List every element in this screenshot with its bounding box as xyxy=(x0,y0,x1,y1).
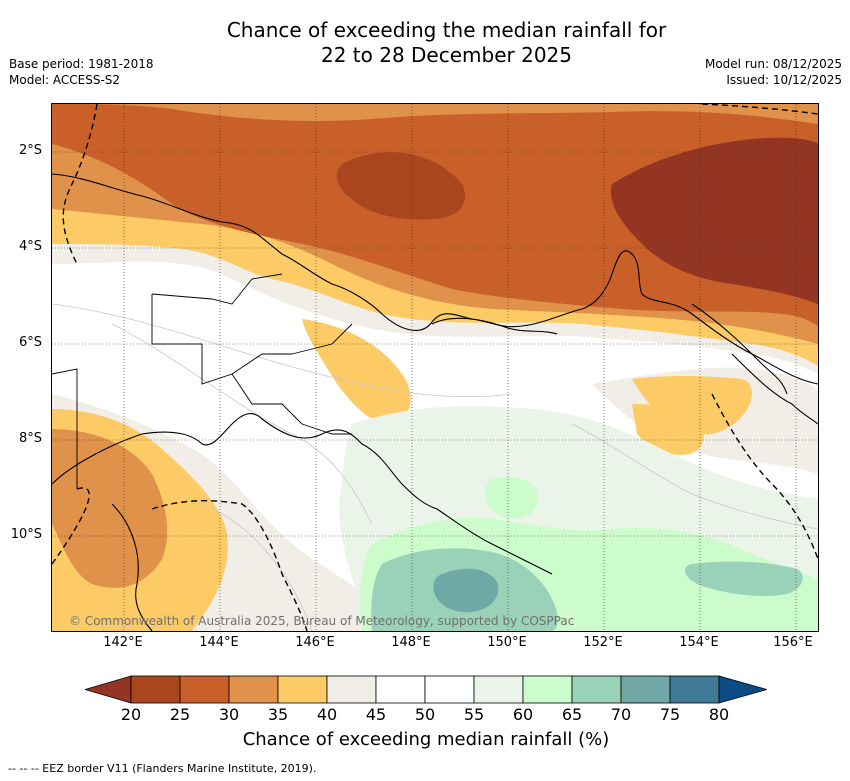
colorbar xyxy=(85,675,767,704)
band-65-70-east xyxy=(685,561,803,596)
colorbar-tick-label: 65 xyxy=(561,705,583,724)
colorbar-under-triangle xyxy=(85,675,132,704)
bougainville xyxy=(691,303,788,395)
contour-line xyxy=(571,423,818,530)
colorbar-tick-label: 60 xyxy=(512,705,534,724)
colorbar-cells xyxy=(85,675,767,704)
lat-label-8s: 8°S xyxy=(18,431,42,446)
lat-label-4s: 4°S xyxy=(18,239,42,254)
colorbar-cell xyxy=(571,675,622,704)
lon-label-156e: 156°E xyxy=(773,635,813,650)
band-70-75 xyxy=(433,568,499,613)
band-35-40-east2 xyxy=(632,404,704,455)
colorbar-tick-label: 35 xyxy=(267,705,289,724)
contour-line xyxy=(201,503,313,631)
colorbar-tick-label: 55 xyxy=(463,705,485,724)
colorbar-cell xyxy=(424,675,475,704)
lat-label-6s: 6°S xyxy=(18,335,42,350)
new-britain xyxy=(431,317,558,335)
colorbar-tick-label: 45 xyxy=(365,705,387,724)
colorbar-tick-label: 50 xyxy=(414,705,436,724)
model-name: Model: ACCESS-S2 xyxy=(9,73,121,87)
border-line xyxy=(52,368,78,489)
colorbar-cell xyxy=(375,675,426,704)
papua-south-coast xyxy=(52,413,553,575)
lon-label-154e: 154°E xyxy=(679,635,719,650)
band-35-40-east xyxy=(632,375,752,435)
lat-label-10s: 10°S xyxy=(10,527,42,542)
colorbar-cell xyxy=(228,675,279,704)
lat-label-2s: 2°S xyxy=(18,143,42,158)
chart-title: Chance of exceeding the median rainfall … xyxy=(0,18,850,68)
contour-line xyxy=(111,323,373,525)
band-35-40-mid xyxy=(302,319,411,425)
lon-label-150e: 150°E xyxy=(487,635,527,650)
colorbar-over-triangle xyxy=(718,675,767,704)
band-20-25-core xyxy=(336,152,466,220)
colorbar-cell xyxy=(620,675,671,704)
contour-lines xyxy=(52,303,818,631)
band-20-25-east xyxy=(611,137,818,304)
border-line xyxy=(151,273,283,305)
rainfall-map[interactable] xyxy=(51,103,819,632)
colorbar-tick-label: 75 xyxy=(659,705,681,724)
eez-line xyxy=(151,500,308,631)
band-60-65-blob xyxy=(484,476,538,519)
colorbar-cell xyxy=(522,675,573,704)
lon-label-144e: 144°E xyxy=(199,635,239,650)
model-run: Model run: 08/12/2025 xyxy=(704,57,842,71)
colorbar-cell xyxy=(473,675,524,704)
colorbar-tick-label: 20 xyxy=(120,705,142,724)
colorbar-label: Chance of exceeding median rainfall (%) xyxy=(242,729,610,750)
eez-line xyxy=(701,104,818,115)
colorbar-tick-label: 80 xyxy=(708,705,730,724)
eez-legend: -- -- -- EEZ border V11 (Flanders Marine… xyxy=(8,762,317,775)
colorbar-tick-label: 70 xyxy=(610,705,632,724)
lon-label-142e: 142°E xyxy=(103,635,143,650)
solomon-islands xyxy=(731,353,818,425)
coastlines xyxy=(52,173,818,631)
contour-line xyxy=(52,303,513,398)
colorbar-cell xyxy=(179,675,230,704)
eez-borders xyxy=(52,104,818,631)
colorbar-tick-label: 30 xyxy=(218,705,240,724)
border-line xyxy=(231,373,303,425)
lon-label-152e: 152°E xyxy=(583,635,623,650)
grid-lines xyxy=(52,104,818,631)
colorbar-cell xyxy=(669,675,720,704)
colorbar-tick-label: 25 xyxy=(169,705,191,724)
colorbar-cell xyxy=(130,675,181,704)
colorbar-cell xyxy=(277,675,328,704)
colorbar-cell xyxy=(326,675,377,704)
lon-label-146e: 146°E xyxy=(295,635,335,650)
title-line-2: 22 to 28 December 2025 xyxy=(320,43,572,67)
title-line-1: Chance of exceeding the median rainfall … xyxy=(226,18,667,42)
copyright-text: © Commonwealth of Australia 2025, Bureau… xyxy=(69,614,575,628)
map-svg xyxy=(52,104,818,631)
base-period: Base period: 1981-2018 xyxy=(9,57,154,71)
issued-date: Issued: 10/12/2025 xyxy=(726,73,842,87)
eez-line xyxy=(52,487,90,565)
meta-left: Base period: 1981-2018 Model: ACCESS-S2 xyxy=(9,56,154,88)
band-30-35-south xyxy=(52,429,168,588)
cape-york xyxy=(111,503,153,631)
colorbar-tick-label: 40 xyxy=(316,705,338,724)
lon-label-148e: 148°E xyxy=(391,635,431,650)
border-line xyxy=(301,423,352,435)
eez-line xyxy=(62,104,98,265)
meta-right: Model run: 08/12/2025 Issued: 10/12/2025 xyxy=(705,56,842,88)
